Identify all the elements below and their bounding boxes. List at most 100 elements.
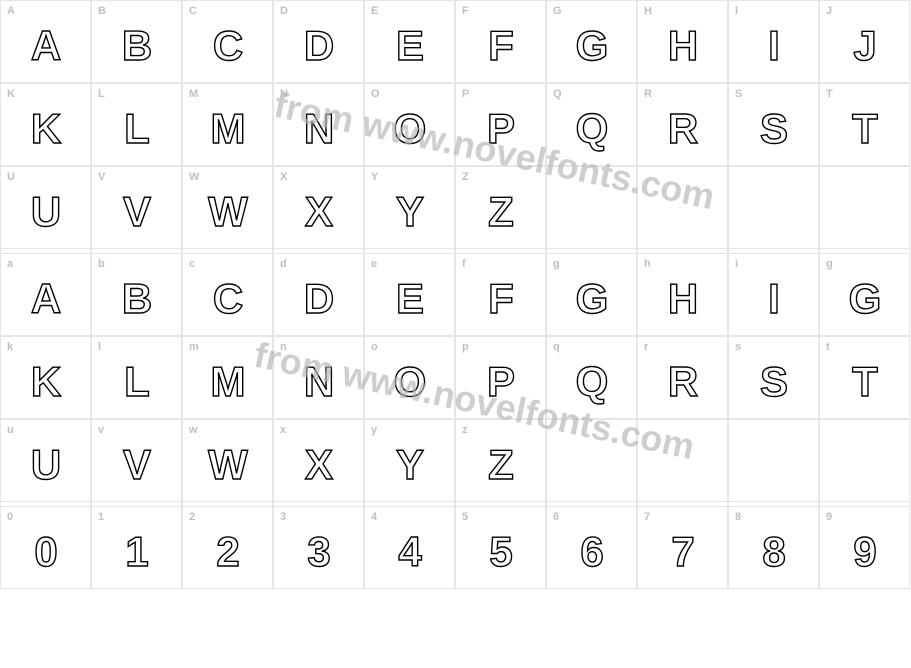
cell-label: T	[826, 88, 833, 100]
glyph-cell: 66	[546, 506, 637, 589]
glyph-row: UUVVWWXXYYZZ	[0, 166, 910, 249]
glyph: N	[304, 105, 333, 153]
cell-label: 2	[189, 511, 195, 523]
glyph-wrap: Z	[456, 420, 545, 501]
cell-label: C	[189, 5, 197, 17]
glyph: K	[31, 358, 60, 406]
cell-label: G	[553, 5, 562, 17]
glyph-wrap: E	[365, 1, 454, 82]
glyph-wrap	[638, 167, 727, 248]
glyph-cell: BB	[91, 0, 182, 83]
glyph-cell: OO	[364, 83, 455, 166]
cell-label: N	[280, 88, 288, 100]
glyph-row: 00112233445566778899	[0, 506, 910, 589]
glyph-cell: 44	[364, 506, 455, 589]
glyph-wrap	[547, 420, 636, 501]
glyph: S	[760, 358, 787, 406]
glyph-wrap: I	[729, 254, 818, 335]
glyph-cell: WW	[182, 166, 273, 249]
glyph-cell	[637, 419, 728, 502]
cell-label: m	[189, 341, 199, 353]
glyph: 7	[671, 528, 693, 576]
glyph-cell: FF	[455, 0, 546, 83]
cell-label: J	[826, 5, 832, 17]
glyph: S	[760, 105, 787, 153]
cell-label: f	[462, 258, 466, 270]
glyph-cell: uU	[0, 419, 91, 502]
glyph: I	[768, 275, 779, 323]
cell-label: X	[280, 171, 287, 183]
glyph: M	[211, 358, 245, 406]
cell-label: p	[462, 341, 469, 353]
cell-label: k	[7, 341, 13, 353]
glyph-cell: 33	[273, 506, 364, 589]
glyph-wrap: G	[820, 254, 909, 335]
glyph-cell: PP	[455, 83, 546, 166]
glyph-cell: NN	[273, 83, 364, 166]
glyph-wrap: T	[820, 337, 909, 418]
glyph: G	[849, 275, 881, 323]
cell-label: 1	[98, 511, 104, 523]
glyph: Y	[396, 441, 423, 489]
glyph-wrap: D	[274, 254, 363, 335]
cell-label: E	[371, 5, 378, 17]
cell-label: x	[280, 424, 286, 436]
glyph-cell: iI	[728, 253, 819, 336]
cell-label: s	[735, 341, 741, 353]
glyph-cell: kK	[0, 336, 91, 419]
glyph-wrap: R	[638, 337, 727, 418]
glyph-wrap: X	[274, 420, 363, 501]
glyph: G	[576, 275, 608, 323]
cell-label: F	[462, 5, 469, 17]
glyph: H	[668, 22, 697, 70]
cell-label: o	[371, 341, 378, 353]
glyph-row: KKLLMMNNOOPPQQRRSSTT	[0, 83, 910, 166]
glyph-cell: lL	[91, 336, 182, 419]
glyph-wrap: 9	[820, 507, 909, 588]
glyph: 2	[216, 528, 238, 576]
cell-label: r	[644, 341, 648, 353]
glyph: A	[31, 275, 60, 323]
glyph-wrap: 7	[638, 507, 727, 588]
cell-label: M	[189, 88, 198, 100]
cell-label: b	[98, 258, 105, 270]
cell-label: U	[7, 171, 15, 183]
glyph-wrap: P	[456, 337, 545, 418]
glyph: Q	[576, 105, 608, 153]
cell-label: 0	[7, 511, 13, 523]
glyph-cell: mM	[182, 336, 273, 419]
glyph-cell: gG	[819, 253, 910, 336]
glyph-cell: nN	[273, 336, 364, 419]
glyph-wrap: Y	[365, 167, 454, 248]
glyph-cell: 99	[819, 506, 910, 589]
glyph: Z	[488, 188, 513, 236]
glyph-wrap: H	[638, 254, 727, 335]
glyph-cell: fF	[455, 253, 546, 336]
glyph: D	[304, 22, 333, 70]
glyph-cell: yY	[364, 419, 455, 502]
cell-label: 6	[553, 511, 559, 523]
glyph: W	[208, 441, 247, 489]
glyph-wrap: V	[92, 167, 181, 248]
glyph: U	[31, 441, 60, 489]
cell-label: D	[280, 5, 288, 17]
glyph-wrap: Y	[365, 420, 454, 501]
cell-label: h	[644, 258, 651, 270]
glyph-row: uUvVwWxXyYzZ	[0, 419, 910, 502]
glyph: 8	[762, 528, 784, 576]
glyph: B	[122, 22, 151, 70]
glyph-wrap: B	[92, 254, 181, 335]
cell-label: q	[553, 341, 560, 353]
glyph-wrap: Z	[456, 167, 545, 248]
cell-label: R	[644, 88, 652, 100]
glyph-cell	[819, 166, 910, 249]
cell-label: V	[98, 171, 105, 183]
glyph-cell: RR	[637, 83, 728, 166]
glyph: 1	[125, 528, 147, 576]
cell-label: y	[371, 424, 377, 436]
glyph-cell: UU	[0, 166, 91, 249]
cell-label: 3	[280, 511, 286, 523]
glyph: X	[305, 188, 332, 236]
glyph-wrap: J	[820, 1, 909, 82]
cell-label: B	[98, 5, 106, 17]
